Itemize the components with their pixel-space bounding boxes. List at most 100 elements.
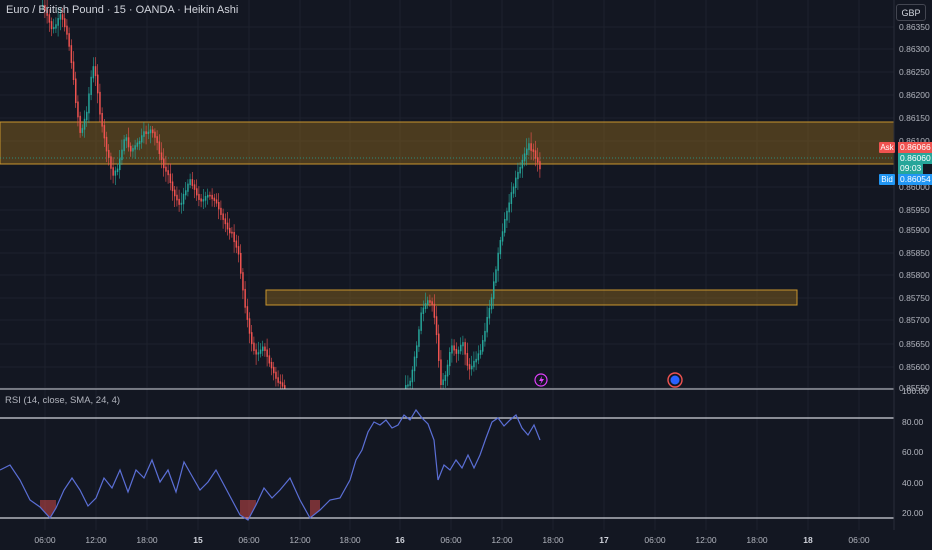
ask-price-badge: 0.86066 — [898, 142, 932, 153]
currency-button[interactable]: GBP — [896, 4, 926, 21]
price-tick: 0.85850 — [899, 248, 930, 258]
price-tick: 0.85750 — [899, 293, 930, 303]
candle-body — [171, 181, 174, 192]
candle-body — [479, 350, 482, 355]
candle-body — [409, 380, 411, 386]
candle-body — [449, 352, 451, 367]
candle-body — [53, 27, 55, 30]
candle-body — [270, 361, 273, 369]
candle-body — [521, 159, 524, 169]
candle-body — [187, 183, 189, 192]
heikin-ashi-candles — [42, 0, 541, 389]
price-tick: 0.86350 — [899, 22, 930, 32]
candle-body — [207, 194, 209, 198]
candle-body — [499, 240, 502, 255]
candle-body — [191, 179, 194, 186]
candle-body — [501, 231, 504, 242]
supply-zone-upper[interactable] — [0, 121, 895, 165]
rsi-tick: 100.00 — [902, 386, 928, 396]
candle-body — [224, 218, 227, 225]
candle-body — [64, 18, 66, 28]
time-tick: 18 — [803, 535, 813, 545]
candle-body — [72, 61, 75, 81]
candle-body — [218, 201, 220, 210]
candle-body — [88, 93, 90, 114]
candle-body — [231, 231, 233, 234]
candle-body — [152, 129, 154, 134]
candle-body — [497, 252, 499, 271]
price-tick: 0.85700 — [899, 315, 930, 325]
candle-body — [193, 184, 196, 190]
candle-body — [504, 219, 506, 233]
candle-body — [433, 303, 436, 318]
candle-body — [163, 158, 165, 169]
supply-zone-lower[interactable] — [265, 289, 798, 306]
rsi-indicator-label[interactable]: RSI (14, close, SMA, 24, 4) — [5, 395, 121, 406]
candle-body — [420, 312, 422, 331]
candle-body — [468, 364, 471, 370]
price-tick: 0.86150 — [899, 113, 930, 123]
candle-body — [486, 316, 488, 333]
candle-body — [136, 142, 139, 147]
candle-body — [526, 148, 528, 155]
grid-lines — [0, 0, 894, 530]
candle-body — [484, 330, 486, 342]
candle-body — [125, 137, 128, 141]
lightning-event-icon[interactable] — [534, 373, 548, 387]
price-tick: 0.85550 — [899, 383, 930, 393]
candle-body — [405, 385, 407, 389]
candle-body — [517, 171, 519, 180]
ask-tag: Ask — [879, 142, 895, 153]
candle-body — [281, 382, 284, 387]
rsi-tick: 80.00 — [902, 417, 924, 427]
candle-body — [79, 115, 81, 133]
candle-body — [455, 348, 458, 354]
candle-body — [440, 359, 442, 386]
candle-body — [233, 232, 235, 243]
candle-body — [158, 141, 161, 154]
candle-body — [213, 197, 216, 201]
candle-body — [242, 272, 244, 291]
time-tick: 15 — [193, 535, 203, 545]
candle-body — [508, 202, 510, 213]
candle-body — [462, 342, 464, 347]
candle-body — [44, 4, 46, 11]
candle-body — [422, 307, 425, 314]
symbol-title[interactable]: Euro / British Pound · 15 · OANDA · Heik… — [6, 4, 239, 16]
candle-body — [169, 173, 172, 183]
candle-body — [464, 342, 466, 355]
candle-body — [145, 131, 147, 134]
candle-body — [284, 385, 286, 389]
price-tick: 0.85600 — [899, 362, 930, 372]
candle-body — [512, 186, 515, 194]
candle-body — [453, 345, 455, 351]
candle-body — [215, 199, 218, 204]
rsi-tick: 60.00 — [902, 447, 924, 457]
rsi-oversold-fill — [40, 500, 56, 518]
price-tick: 0.86000 — [899, 182, 930, 192]
time-tick: 16 — [395, 535, 405, 545]
candle-body — [528, 143, 530, 151]
candle-body — [429, 300, 431, 303]
candle-body — [180, 202, 183, 205]
bar-countdown: 09:03 — [898, 163, 924, 174]
candle-body — [48, 14, 51, 23]
candle-body — [167, 170, 169, 176]
candle-body — [275, 371, 277, 379]
candle-body — [198, 193, 200, 200]
candle-body — [130, 145, 132, 152]
candle-body — [229, 227, 231, 234]
candle-body — [127, 137, 130, 148]
candle-body — [112, 167, 114, 176]
time-tick: 12:00 — [491, 535, 513, 545]
economic-event-icon[interactable] — [667, 372, 683, 388]
candle-body — [77, 101, 79, 118]
rsi-oversold-fill — [310, 500, 320, 518]
candle-body — [196, 188, 198, 196]
candle-body — [237, 246, 240, 255]
candle-body — [68, 33, 70, 47]
candle-body — [209, 194, 211, 197]
last-price-badge: 0.86060 — [898, 153, 932, 164]
candle-body — [257, 352, 260, 355]
